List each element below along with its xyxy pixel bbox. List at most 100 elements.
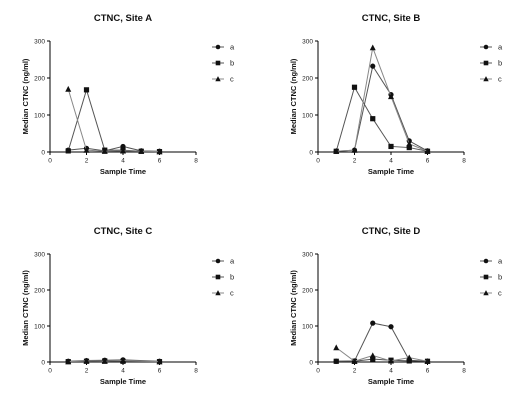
series-c-line xyxy=(335,347,428,362)
legend-marker-b xyxy=(215,274,221,280)
legend-label-b: b xyxy=(230,273,234,282)
data-point-b xyxy=(370,356,376,362)
data-point-b xyxy=(388,143,394,150)
y-tick-label: 0 xyxy=(309,359,313,366)
legend-marker-a xyxy=(483,44,489,50)
chart-title: CTNC, Site D xyxy=(362,226,421,237)
x-tick-label: 2 xyxy=(353,158,357,165)
y-tick-label: 0 xyxy=(309,149,313,156)
legend-marker-c xyxy=(215,290,221,296)
legend-label-c: c xyxy=(230,289,234,298)
x-tick-label: 8 xyxy=(194,368,198,375)
x-axis-label: Sample Time xyxy=(368,167,414,176)
data-point-c xyxy=(138,148,145,154)
x-tick-label: 0 xyxy=(48,368,52,375)
data-point-b xyxy=(65,148,71,154)
series-c xyxy=(65,85,163,155)
data-point-b xyxy=(351,84,358,90)
x-tick-label: 4 xyxy=(121,158,125,165)
y-tick-label: 300 xyxy=(34,38,45,45)
data-point-b xyxy=(406,358,412,364)
y-tick-label: 100 xyxy=(302,323,313,330)
data-point-a xyxy=(370,63,376,69)
legend-marker-a xyxy=(215,258,221,264)
series-b-line xyxy=(336,358,428,362)
legend-label-c: c xyxy=(230,75,234,84)
series-c-line xyxy=(336,45,428,152)
y-axis-label: Median CTNC (ng/ml) xyxy=(289,58,298,134)
data-point-c xyxy=(156,358,163,365)
data-point-c xyxy=(120,147,126,154)
y-tick-label: 300 xyxy=(302,38,313,45)
legend-label-b: b xyxy=(498,59,502,68)
series-c-line xyxy=(67,88,160,153)
data-point-c xyxy=(156,148,163,155)
x-tick-label: 4 xyxy=(121,368,125,375)
data-point-c xyxy=(83,146,90,153)
data-point-c xyxy=(65,358,72,365)
chart-panel-2: CTNC, Site B 0 100 200 300 0 2 4 6 8 Sample Time Me… xyxy=(289,13,503,176)
data-point-c xyxy=(424,358,431,364)
y-tick-label: 0 xyxy=(41,359,45,366)
legend-label-c: c xyxy=(498,289,502,298)
legend-label-b: b xyxy=(230,59,234,68)
legend-label-a: a xyxy=(230,43,235,52)
chart-title: CTNC, Site C xyxy=(94,226,153,237)
series-b-line xyxy=(67,88,160,153)
series-a-line xyxy=(336,64,428,152)
y-tick-label: 100 xyxy=(302,112,313,119)
chart-panel-4: CTNC, Site D 0 100 200 300 0 2 4 6 8 Sample Time Me… xyxy=(289,226,503,386)
chart-title: CTNC, Site B xyxy=(362,13,421,24)
y-tick-label: 200 xyxy=(302,75,313,82)
data-point-b xyxy=(370,116,376,122)
x-tick-label: 8 xyxy=(194,158,198,165)
x-tick-label: 2 xyxy=(353,368,357,375)
data-point-c xyxy=(65,85,72,92)
x-tick-label: 6 xyxy=(426,158,430,165)
legend-label-a: a xyxy=(498,43,503,52)
data-point-b xyxy=(333,358,339,364)
y-tick-label: 200 xyxy=(34,287,45,294)
series-c xyxy=(333,344,431,364)
x-tick-label: 6 xyxy=(158,158,162,165)
data-point-b xyxy=(83,87,90,93)
x-axis-label: Sample Time xyxy=(100,377,146,386)
y-axis-label: Median CTNC (ng/ml) xyxy=(289,270,298,346)
series-b-line xyxy=(335,85,428,152)
x-tick-label: 4 xyxy=(389,368,393,375)
x-axis-label: Sample Time xyxy=(368,377,414,386)
y-axis-label: Median CTNC (ng/ml) xyxy=(21,270,30,346)
series-a-line xyxy=(336,322,428,362)
legend-marker-b xyxy=(483,274,489,280)
legend-label-a: a xyxy=(498,257,503,266)
series-c xyxy=(65,357,163,365)
chart-title: CTNC, Site A xyxy=(94,13,152,24)
data-point-c xyxy=(351,358,358,364)
data-point-c xyxy=(101,148,108,154)
data-point-c xyxy=(351,146,358,153)
x-tick-label: 8 xyxy=(462,158,466,165)
series-c xyxy=(333,44,431,154)
data-point-c xyxy=(101,358,108,364)
legend-marker-c xyxy=(483,290,489,296)
chart-panel-3: CTNC, Site C 0 100 200 300 0 2 4 6 8 Sample Time Me… xyxy=(21,226,235,386)
x-tick-label: 0 xyxy=(48,158,52,165)
series-b xyxy=(333,84,431,154)
legend-label-a: a xyxy=(230,257,235,266)
data-point-c xyxy=(406,354,413,361)
y-tick-label: 300 xyxy=(302,251,313,258)
x-tick-label: 2 xyxy=(85,158,89,165)
series-a xyxy=(333,320,431,364)
y-tick-label: 200 xyxy=(34,75,45,82)
x-tick-label: 6 xyxy=(426,368,430,375)
x-tick-label: 8 xyxy=(462,368,466,375)
data-point-a xyxy=(370,320,376,326)
data-point-a xyxy=(388,324,394,330)
x-tick-label: 2 xyxy=(85,368,89,375)
data-point-c xyxy=(369,352,376,359)
y-tick-label: 100 xyxy=(34,323,45,330)
data-point-c xyxy=(388,93,394,100)
y-tick-label: 100 xyxy=(34,112,45,119)
y-tick-label: 300 xyxy=(34,251,45,258)
